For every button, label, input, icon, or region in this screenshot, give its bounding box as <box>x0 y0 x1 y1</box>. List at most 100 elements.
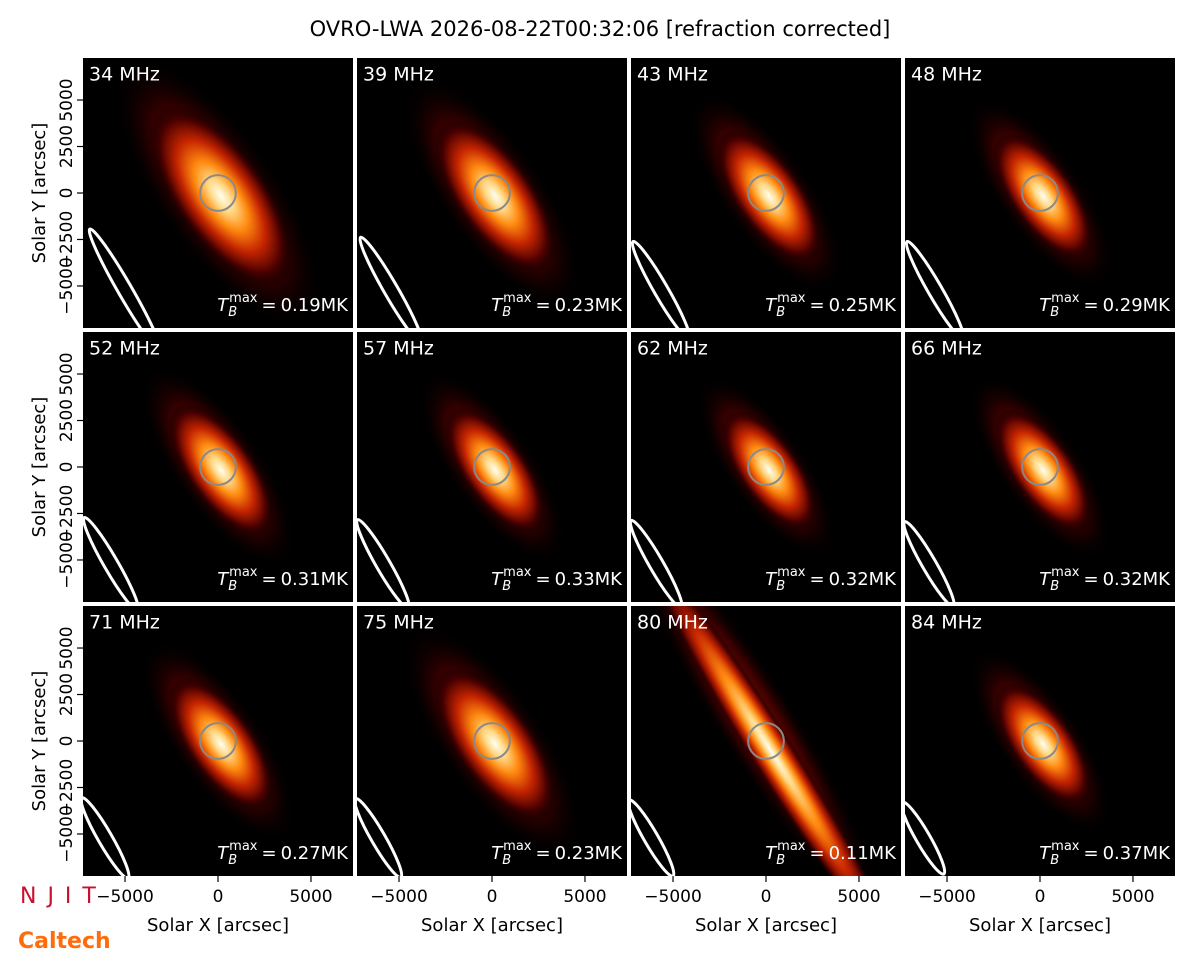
tmax-symbol: T <box>1039 295 1052 316</box>
tmax-equals: = <box>809 569 824 590</box>
tmax-label: TBmax = 0.23MK <box>491 291 623 320</box>
tmax-sup: max <box>229 565 258 580</box>
beam <box>357 796 404 876</box>
tmax-sub: B <box>776 853 785 868</box>
tmax-equals: = <box>1083 843 1098 864</box>
y-tick-label: 2500 <box>57 125 77 168</box>
image <box>358 76 582 328</box>
frequency-label: 48 MHz <box>911 64 982 86</box>
panel: 43 MHz TBmax = 0.25MK <box>631 58 901 328</box>
x-tick-label: −5000 <box>644 887 702 907</box>
solar-limb <box>473 722 511 760</box>
x-tick-label: 5000 <box>837 887 880 907</box>
beam <box>83 796 131 876</box>
tmax-equals: = <box>261 569 276 590</box>
frequency-label: 39 MHz <box>363 64 434 86</box>
emission <box>434 119 556 273</box>
tmax-sup: max <box>1051 291 1080 306</box>
tmax-sup: max <box>229 291 258 306</box>
tmax-value: 0.29MK <box>1103 295 1172 316</box>
tmax-label: TBmax = 0.25MK <box>765 291 897 320</box>
tmax-equals: = <box>1083 569 1098 590</box>
frequency-label: 34 MHz <box>89 64 160 86</box>
tmax-sup: max <box>777 565 806 580</box>
image <box>905 96 1115 328</box>
frequency-label: 84 MHz <box>911 612 982 634</box>
image <box>631 91 845 328</box>
panel: 66 MHz TBmax = 0.32MK <box>905 332 1175 602</box>
tmax-label: TBmax = 0.19MK <box>217 291 349 320</box>
frequency-label: 66 MHz <box>911 338 982 360</box>
frequency-label: 75 MHz <box>363 612 434 634</box>
tmax-sup: max <box>229 839 258 854</box>
tmax-sub: B <box>776 579 785 594</box>
frequency-label: 62 MHz <box>637 338 708 360</box>
tmax-sub: B <box>502 579 511 594</box>
tmax-sub: B <box>1050 579 1059 594</box>
tmax-value: 0.32MK <box>829 569 898 590</box>
y-axis-label: Solar Y [arcsec] <box>29 123 50 264</box>
image <box>357 370 567 602</box>
beam <box>83 515 140 602</box>
y-tick-label: −2500 <box>57 211 77 269</box>
image <box>357 624 582 876</box>
tmax-label: TBmax = 0.11MK <box>765 839 897 868</box>
tmax-value: 0.33MK <box>555 569 624 590</box>
solar-limb <box>1021 448 1059 486</box>
panel: 62 MHz TBmax = 0.32MK <box>631 332 901 602</box>
solar-limb <box>473 448 511 486</box>
tmax-label: TBmax = 0.32MK <box>1039 565 1171 594</box>
image <box>631 375 837 602</box>
solar-limb <box>1021 174 1059 212</box>
x-tick-label: 0 <box>1035 887 1046 907</box>
x-tick-label: −5000 <box>96 887 154 907</box>
x-axis-label: Solar X [arcsec] <box>695 915 837 936</box>
solar-limb <box>199 174 237 212</box>
tmax-symbol: T <box>491 843 504 864</box>
x-tick-label: 0 <box>213 887 224 907</box>
image <box>87 58 324 328</box>
tmax-equals: = <box>1083 295 1098 316</box>
panel: 57 MHz TBmax = 0.33MK <box>357 332 627 602</box>
tmax-sup: max <box>1051 839 1080 854</box>
y-tick-label: 0 <box>57 188 77 199</box>
tmax-symbol: T <box>217 843 230 864</box>
x-tick-label: −5000 <box>918 887 976 907</box>
tmax-sub: B <box>776 305 785 320</box>
emission <box>444 406 546 534</box>
y-tick-label: 2500 <box>57 399 77 442</box>
emission <box>716 129 822 263</box>
x-axis-label: Solar X [arcsec] <box>421 915 563 936</box>
tmax-symbol: T <box>765 569 778 590</box>
tmax-value: 0.27MK <box>281 843 350 864</box>
beam <box>87 227 163 328</box>
emission <box>721 409 817 531</box>
tmax-sub: B <box>228 579 237 594</box>
emission <box>168 403 274 537</box>
x-tick-label: 5000 <box>289 887 332 907</box>
beam <box>357 518 411 602</box>
tmax-label: TBmax = 0.27MK <box>217 839 349 868</box>
tmax-symbol: T <box>1039 843 1052 864</box>
y-tick-label: −5000 <box>57 257 77 315</box>
solar-limb <box>199 722 237 760</box>
frequency-label: 43 MHz <box>637 64 708 86</box>
solar-limb <box>199 448 237 486</box>
tmax-sub: B <box>228 305 237 320</box>
tmax-symbol: T <box>491 569 504 590</box>
y-tick-label: 2500 <box>57 673 77 716</box>
tmax-equals: = <box>261 295 276 316</box>
tmax-label: TBmax = 0.29MK <box>1039 291 1171 320</box>
panel: 52 MHz TBmax = 0.31MK −5000−2500 0 2500 5000 Sol… <box>29 332 353 602</box>
beam <box>631 798 676 876</box>
emission <box>434 667 556 821</box>
figure-title: OVRO-LWA 2026-08-22T00:32:06 [refraction… <box>310 17 891 41</box>
tmax-equals: = <box>809 295 824 316</box>
frequency-label: 80 MHz <box>637 612 708 634</box>
tmax-symbol: T <box>765 843 778 864</box>
tmax-equals: = <box>535 569 550 590</box>
